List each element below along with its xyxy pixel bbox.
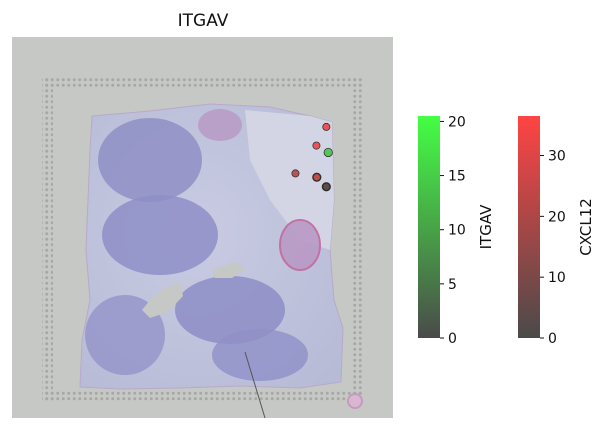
spot-itgav-2 <box>323 147 333 158</box>
fiducial-marker <box>347 393 363 409</box>
lobule <box>85 295 165 375</box>
spot-cxcl12-5 <box>322 182 331 191</box>
colorbar-label-cxcl12: CXCL12 <box>577 198 595 256</box>
fiducial-frame-right <box>351 78 362 401</box>
colorbar-tick-label: 20 <box>448 114 466 130</box>
stroma-region <box>245 110 334 250</box>
colorbars: 0 5 10 15 20 ITGAV 0 10 20 30 CXCL12 <box>418 114 595 347</box>
colorbar-tick-label: 20 <box>548 209 566 225</box>
tissue-tear <box>142 282 183 318</box>
spot-layer <box>291 122 333 192</box>
colorbar-tick-label: 5 <box>448 277 457 293</box>
tissue-tear <box>212 262 246 278</box>
colorbar-itgav <box>418 116 440 338</box>
spot-cxcl12-3 <box>291 169 300 178</box>
lobule <box>175 276 285 344</box>
lobule <box>198 109 242 141</box>
tissue-image <box>12 37 393 419</box>
colorbar-tick-label: 30 <box>548 149 566 165</box>
fiducial-frame-bottom <box>42 390 362 401</box>
colorbar-tick-label: 0 <box>448 331 457 347</box>
lobule <box>102 195 218 275</box>
scratch <box>244 351 266 419</box>
lobule <box>279 219 321 271</box>
spot-cxcl12-1 <box>312 141 321 150</box>
colorbar-tick-label: 15 <box>448 169 466 185</box>
colorbar-tick-label: 10 <box>548 270 566 286</box>
colorbar-tick-label: 0 <box>548 331 557 347</box>
fiducial-frame-top <box>42 78 362 89</box>
lobule <box>212 329 308 381</box>
spot-cxcl12-0 <box>322 122 331 131</box>
chart-title: ITGAV <box>178 11 229 31</box>
fiducial-frame-left <box>42 78 53 401</box>
colorbar-tick-label: 10 <box>448 223 466 239</box>
colorbar-label-itgav: ITGAV <box>477 204 495 250</box>
spot-cxcl12-4 <box>312 173 321 182</box>
lobule <box>98 118 202 202</box>
colorbar-cxcl12 <box>518 116 540 338</box>
